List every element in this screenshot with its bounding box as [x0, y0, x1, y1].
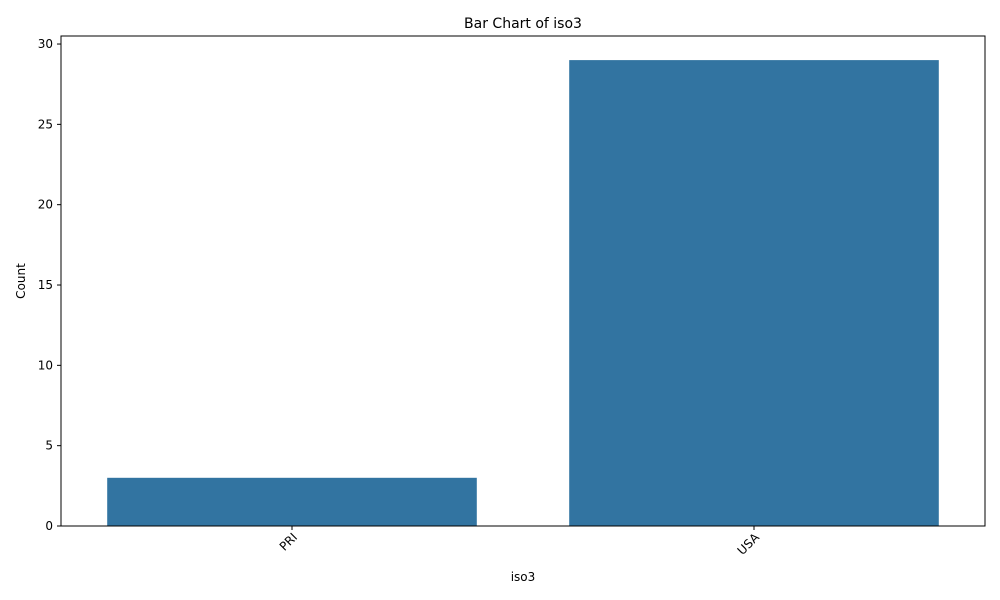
- bar-usa: [569, 60, 939, 526]
- y-axis: 0 5 10 15 20 25 30: [38, 37, 61, 533]
- y-tick-label: 30: [38, 37, 53, 51]
- y-tick-label: 10: [38, 358, 53, 372]
- x-tick-label: USA: [735, 530, 763, 558]
- y-axis-label: Count: [14, 263, 28, 299]
- y-tick-label: 0: [45, 519, 53, 533]
- x-tick-label: PRI: [277, 530, 300, 553]
- chart-title: Bar Chart of iso3: [464, 16, 582, 32]
- y-tick-label: 25: [38, 117, 53, 131]
- x-axis-label: iso3: [511, 570, 536, 584]
- bar-pri: [107, 477, 477, 526]
- plot-frame: [60, 35, 986, 527]
- x-axis: PRI USA: [277, 526, 763, 558]
- y-tick-label: 5: [45, 439, 53, 453]
- y-tick-label: 15: [38, 278, 53, 292]
- y-tick-label: 20: [38, 198, 53, 212]
- bars-layer: [107, 60, 939, 526]
